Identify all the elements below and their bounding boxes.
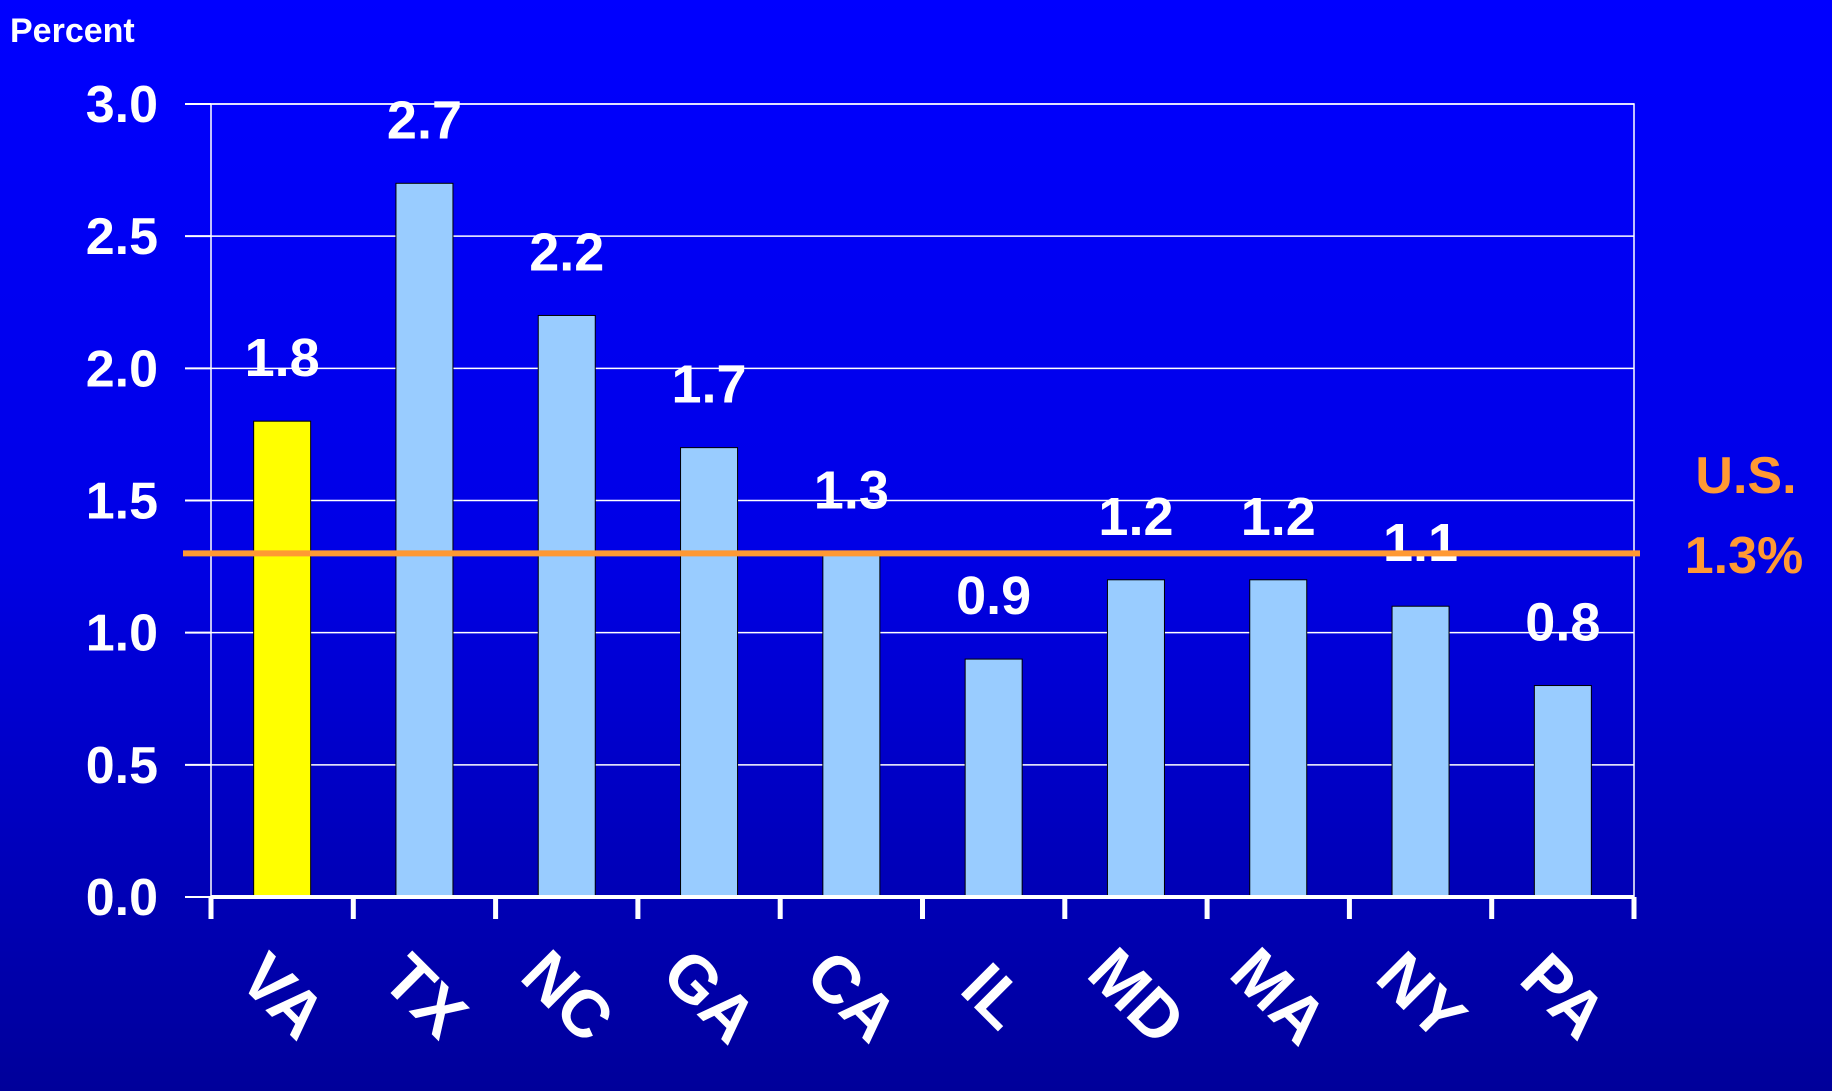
data-label-nc: 2.2 [529, 222, 604, 282]
x-tick-label-tx: TX [370, 940, 482, 1052]
data-label-ga: 1.7 [672, 355, 747, 415]
y-tick-label: 0.0 [86, 869, 158, 927]
bar-md [1106, 579, 1165, 898]
x-tick-label-nc: NC [508, 936, 628, 1056]
x-axis [208, 895, 1637, 919]
reference-line-group: U.S. 1.3% [183, 447, 1803, 585]
x-tick-label-ma: MA [1217, 933, 1342, 1058]
y-tick-label: 3.0 [86, 76, 158, 134]
x-tick-labels: VA TX NC GA CA IL MD MA NY PA [227, 933, 1621, 1058]
bar-ga [680, 447, 739, 898]
x-tick-label-ny: NY [1363, 937, 1480, 1054]
bar-ma [1249, 579, 1308, 898]
x-tick-label-il: IL [948, 949, 1042, 1043]
bar-il [964, 658, 1023, 898]
data-labels: 1.8 2.7 2.2 1.7 1.3 0.9 1.2 1.2 1.1 0.8 [245, 90, 1601, 652]
bar-va [253, 420, 312, 898]
bar-nc [537, 314, 596, 898]
data-label-va: 1.8 [245, 328, 320, 388]
y-tick-label: 1.5 [86, 473, 158, 531]
data-label-ny: 1.1 [1383, 513, 1458, 573]
y-tick-label: 2.0 [86, 340, 158, 398]
data-label-il: 0.9 [956, 566, 1031, 626]
y-ticks: 0.0 0.5 1.0 1.5 2.0 2.5 3.0 [86, 76, 211, 927]
y-tick-label: 1.0 [86, 605, 158, 663]
x-tick-label-va: VA [227, 939, 341, 1053]
y-tick-label: 0.5 [86, 737, 158, 795]
data-label-ca: 1.3 [814, 460, 889, 520]
y-tick-label: 2.5 [86, 208, 158, 266]
data-label-md: 1.2 [1098, 487, 1173, 547]
reference-label-line2: 1.3% [1685, 527, 1804, 585]
data-label-ma: 1.2 [1241, 487, 1316, 547]
y-axis-label: Percent [10, 12, 135, 50]
reference-label-line1: U.S. [1695, 447, 1796, 505]
bar-pa [1533, 685, 1592, 898]
bar-ca [822, 552, 881, 898]
x-tick-label-ga: GA [649, 935, 771, 1057]
x-tick-label-md: MD [1075, 933, 1200, 1058]
x-tick-label-ca: CA [793, 936, 913, 1056]
x-tick-label-pa: PA [1507, 939, 1621, 1053]
bar-tx [395, 182, 454, 898]
data-label-tx: 2.7 [387, 90, 462, 150]
data-label-pa: 0.8 [1525, 593, 1600, 653]
bar-ny [1391, 605, 1450, 898]
